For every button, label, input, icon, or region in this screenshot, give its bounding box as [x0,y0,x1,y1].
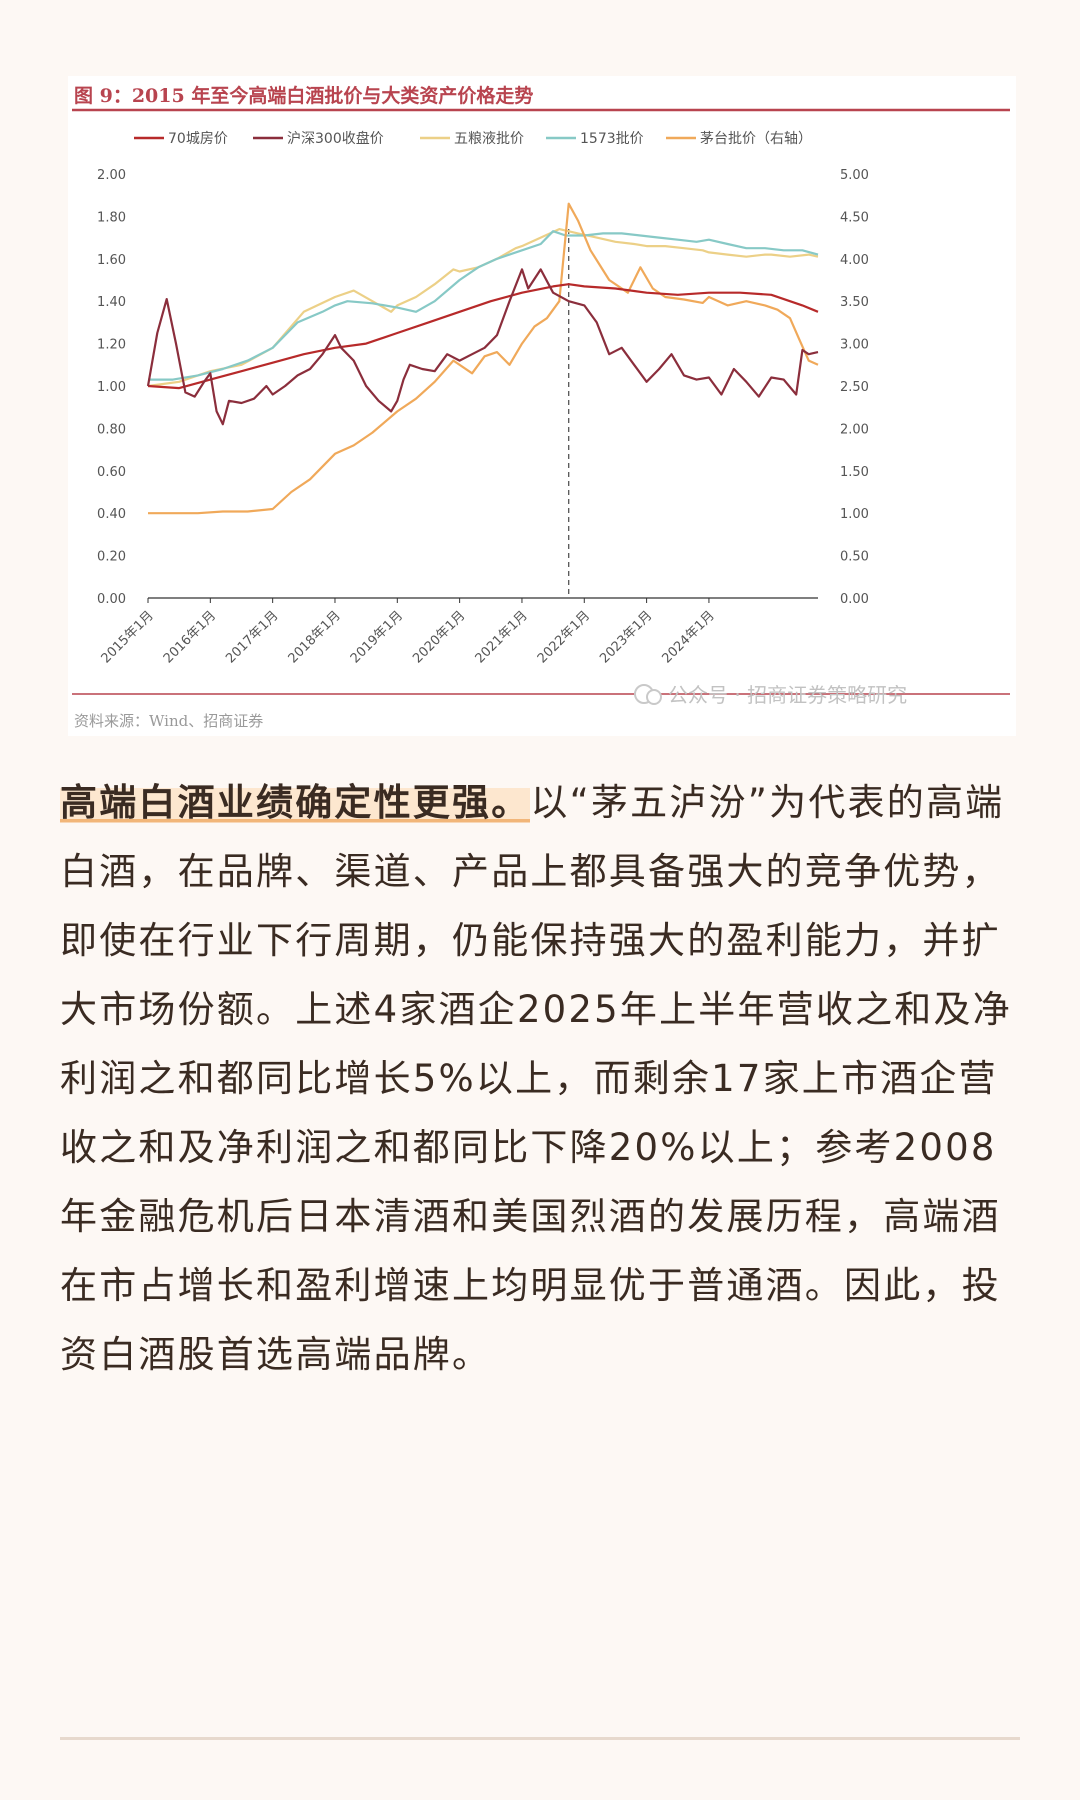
series-line-0 [147,283,819,390]
series-line-2 [147,228,819,388]
legend-label-2: 五粮液批价 [454,131,524,147]
chart-title: 图 9：2015 年至今高端白酒批价与大类资产价格走势 [74,84,533,107]
legend-label-3: 1573批价 [580,131,644,147]
legend-label-4: 茅台批价（右轴） [700,131,812,147]
chart-legend: 70城房价 沪深300收盘价 五粮液批价 1573批价 茅台批价（右轴） [134,130,812,147]
y-left-tick-label: 0.40 [97,507,126,522]
chart-figure: 图 9：2015 年至今高端白酒批价与大类资产价格走势 70城房价 沪深300收盘… [68,76,1016,736]
y-right-tick-label: 2.50 [840,380,869,395]
y-right-tick-label: 3.50 [840,295,869,310]
y-left-tick-label: 0.80 [97,422,126,437]
y-right-tick-label: 1.00 [840,507,869,522]
legend-label-0: 70城房价 [168,131,228,147]
y-right-tick-label: 5.00 [840,168,869,183]
highlight-heading: 高端白酒业绩确定性更强。 [60,781,531,824]
y-right-tick-label: 2.00 [840,422,869,437]
watermark: 公众号 · 招商证券策略研究 [634,683,907,707]
y-right-tick-label: 0.50 [840,550,869,565]
y-left-tick-label: 1.40 [97,295,126,310]
y-left-tick-label: 0.20 [97,550,126,565]
y-left-tick-label: 0.00 [97,592,126,607]
series-line-1 [146,268,819,426]
y-right-tick-label: 4.50 [840,210,869,225]
chart-source: 资料来源：Wind、招商证券 [74,712,263,730]
y-left-tick-label: 2.00 [97,168,126,183]
footer-divider [60,1737,1020,1740]
watermark-text: 公众号 · 招商证券策略研究 [668,683,907,707]
y-left-tick-label: 1.00 [97,380,126,395]
y-right-tick-label: 4.00 [840,253,869,268]
series-line-4 [148,202,819,515]
article-paragraph: 高端白酒业绩确定性更强。以“茅五泸汾”为代表的高端白酒，在品牌、渠道、产品上都具… [60,781,1012,1376]
chart-svg: 图 9：2015 年至今高端白酒批价与大类资产价格走势 70城房价 沪深300收盘… [68,76,1016,736]
y-left-tick-label: 0.60 [97,465,126,480]
series-line-3 [148,230,819,381]
y-right-tick-label: 1.50 [840,465,869,480]
y-left-tick-label: 1.80 [97,210,126,225]
y-right-tick-label: 0.00 [840,592,869,607]
y-left-tick-label: 1.60 [97,253,126,268]
chart-plot-area [146,202,819,598]
legend-label-1: 沪深300收盘价 [287,130,384,147]
y-right-tick-label: 3.00 [840,338,869,353]
y-left-tick-label: 1.20 [97,338,126,353]
